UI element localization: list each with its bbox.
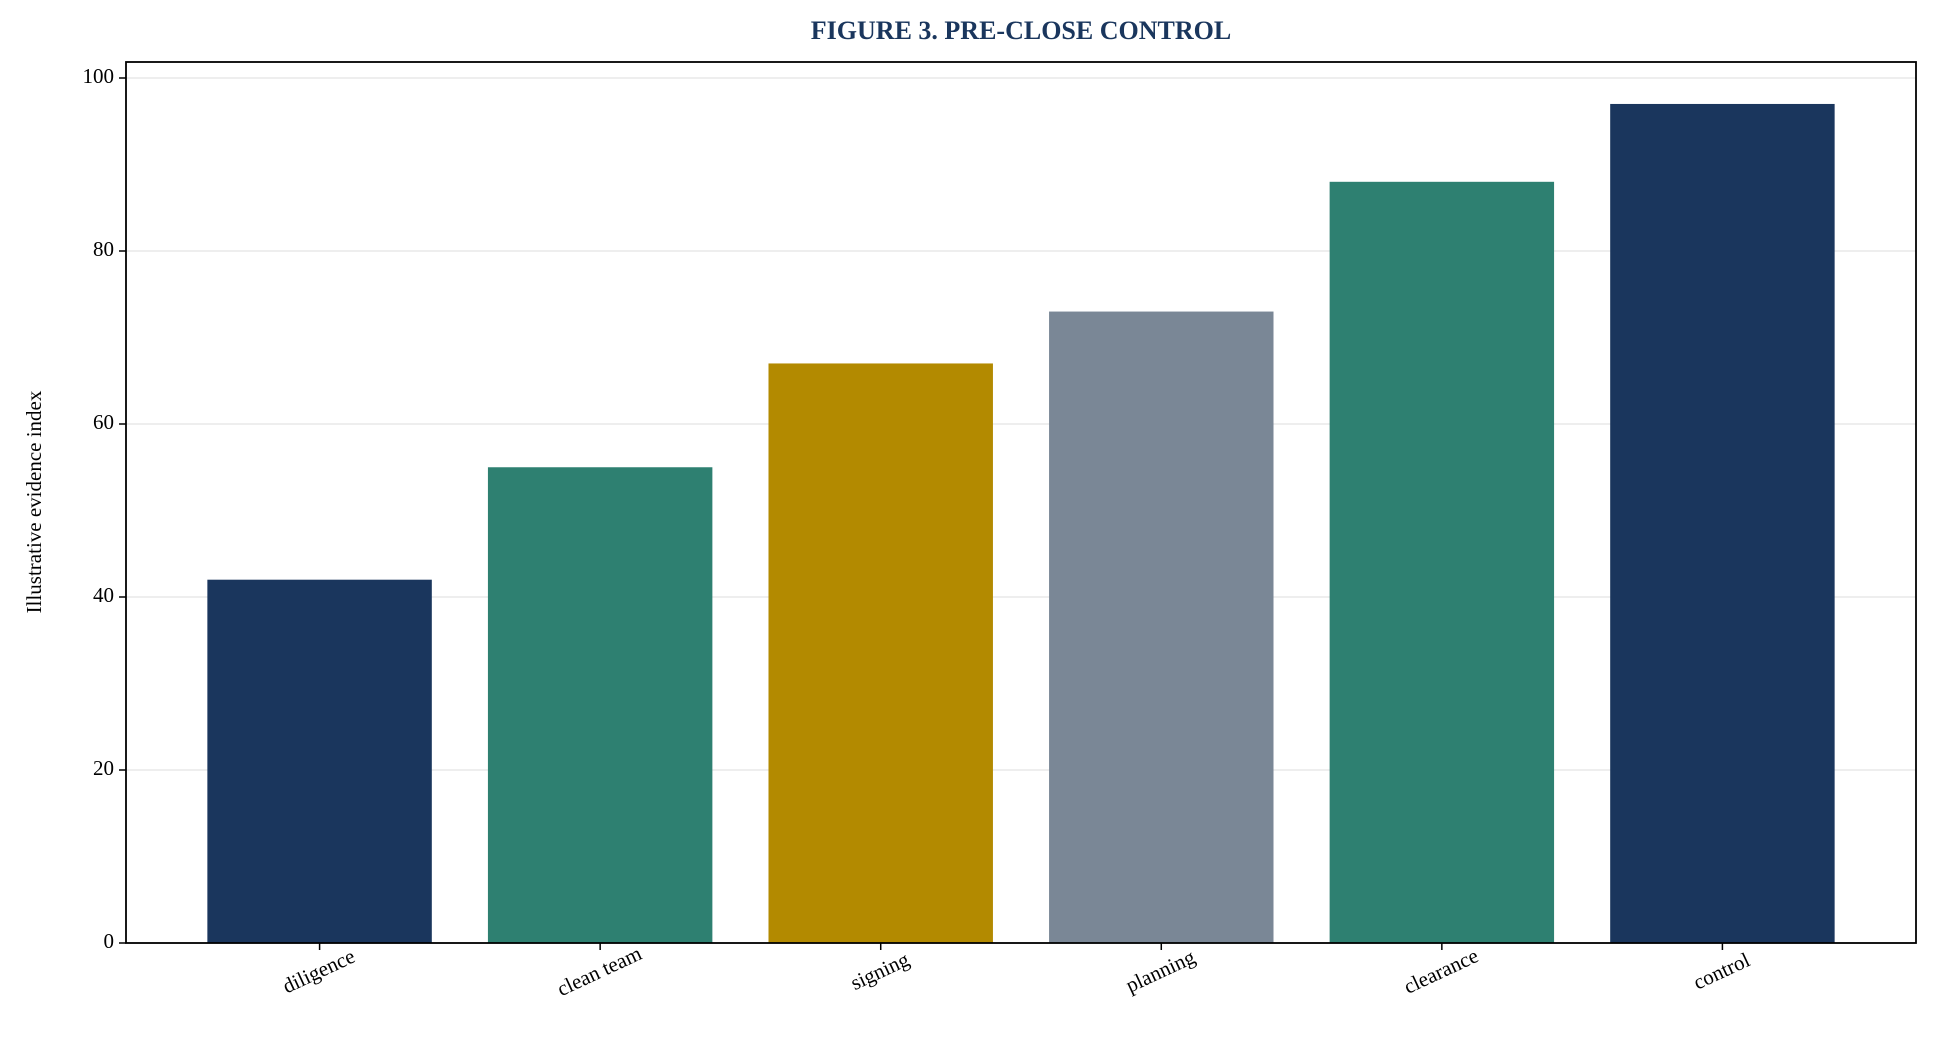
x-tick-label: planning xyxy=(1122,944,1199,997)
x-tick-label: clearance xyxy=(1400,943,1482,998)
bar xyxy=(1610,103,1835,943)
y-tick-label: 80 xyxy=(93,237,114,261)
bar xyxy=(1049,311,1274,944)
x-tick-label: control xyxy=(1689,948,1753,995)
bar xyxy=(768,363,993,943)
x-tick-label: diligence xyxy=(279,944,359,998)
bar xyxy=(1329,181,1555,944)
bar xyxy=(207,579,432,943)
plot-frame xyxy=(125,61,1917,944)
x-tick-label: clean team xyxy=(553,941,645,1001)
chart-title: FIGURE 3. PRE-CLOSE CONTROL xyxy=(811,16,1231,45)
y-tick-label: 100 xyxy=(83,64,115,88)
y-tick-label: 60 xyxy=(93,410,114,434)
bar xyxy=(487,467,713,943)
y-tick-label: 40 xyxy=(93,583,114,607)
x-tick-label: signing xyxy=(847,947,914,995)
y-tick-label: 0 xyxy=(104,929,115,953)
y-tick-label: 20 xyxy=(93,756,114,780)
y-axis-label: Illustrative evidence index xyxy=(22,390,46,613)
